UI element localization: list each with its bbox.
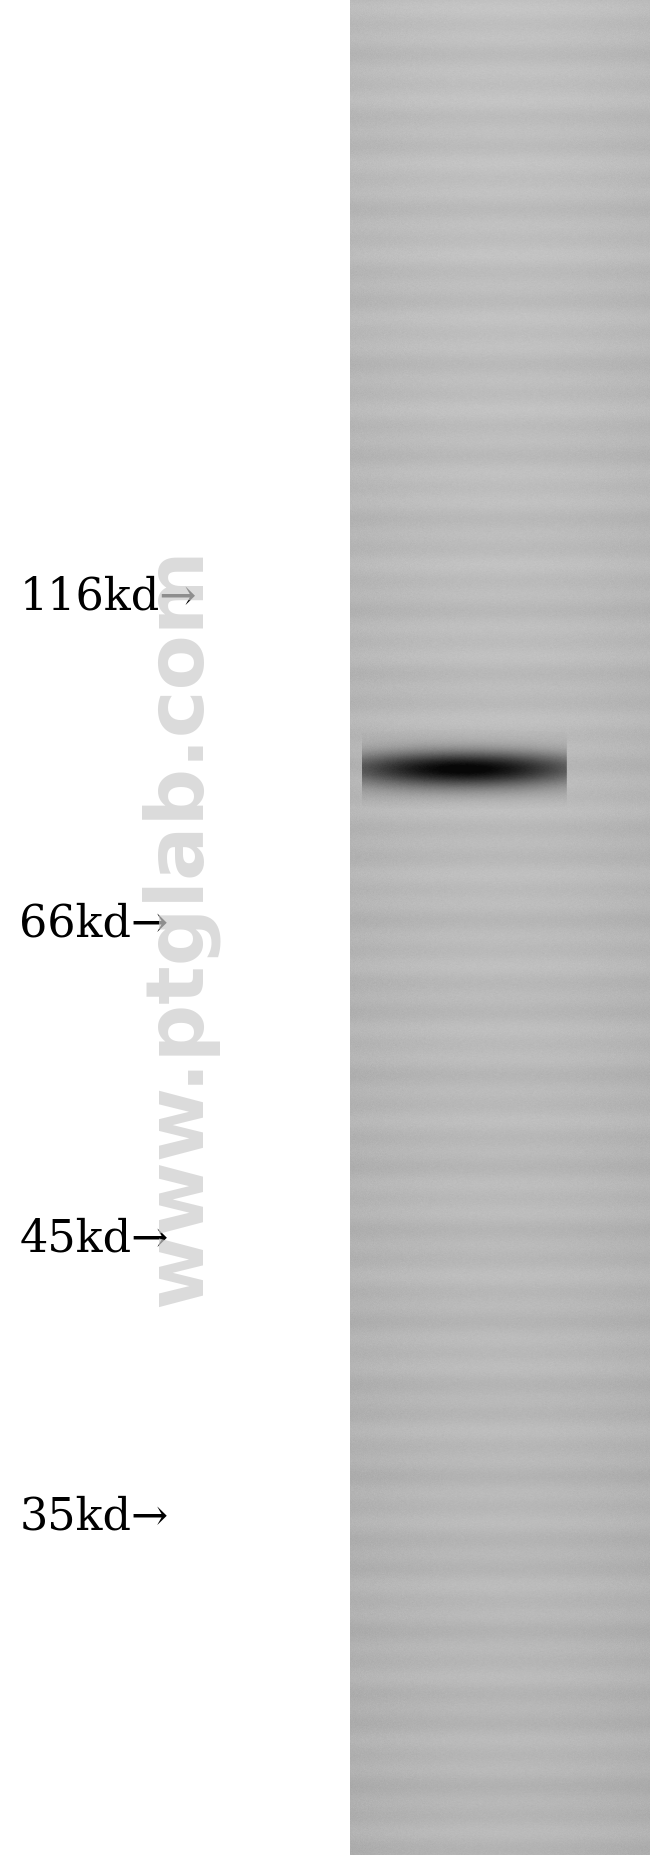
Text: 116kd→: 116kd→ <box>20 575 197 620</box>
Text: 35kd→: 35kd→ <box>20 1495 169 1540</box>
Text: 66kd→: 66kd→ <box>20 902 169 946</box>
Text: 45kd→: 45kd→ <box>20 1217 169 1261</box>
Text: www.ptglab.com: www.ptglab.com <box>140 547 218 1308</box>
